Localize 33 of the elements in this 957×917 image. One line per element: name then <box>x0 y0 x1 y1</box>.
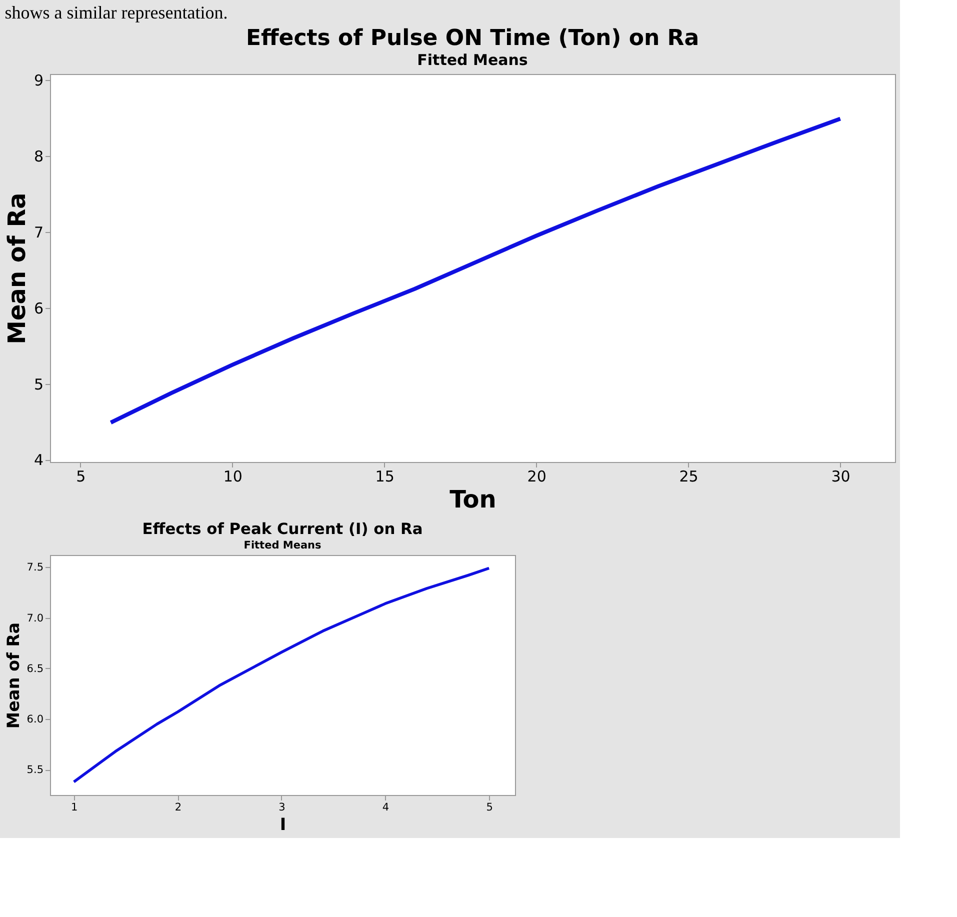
x-axis-title: I <box>280 814 286 834</box>
x-tick-label: 5 <box>76 468 86 486</box>
x-tick-label: 15 <box>375 468 394 486</box>
y-tick-label: 6.5 <box>26 662 44 675</box>
chart-subtitle: Fitted Means <box>417 51 528 70</box>
y-tick-label: 9 <box>34 72 44 90</box>
x-tick-label: 4 <box>382 802 390 814</box>
chart-subtitle: Fitted Means <box>244 540 322 552</box>
y-tick-label: 5.5 <box>26 764 44 776</box>
y-tick-label: 7.5 <box>26 562 44 574</box>
x-tick-label: 5 <box>486 802 493 814</box>
chart-title: Effects of Peak Current (I) on Ra <box>142 520 423 538</box>
chart-title: Effects of Pulse ON Time (Ton) on Ra <box>246 26 700 52</box>
y-tick-label: 6 <box>34 299 44 318</box>
x-tick-label: 2 <box>174 802 182 814</box>
y-tick-label: 5 <box>34 375 44 394</box>
y-tick-label: 4 <box>34 451 44 470</box>
x-axis-title: Ton <box>450 486 496 514</box>
y-tick-label: 6.0 <box>26 714 44 726</box>
x-tick-label: 1 <box>71 802 78 814</box>
x-tick-label: 3 <box>278 802 286 814</box>
y-axis-title: Mean of Ra <box>2 622 23 729</box>
y-tick-label: 7 <box>34 223 44 242</box>
text: shows a similar representation. <box>4 2 228 23</box>
line-series <box>108 116 842 425</box>
x-tick-label: 20 <box>527 468 546 486</box>
y-tick-label: 8 <box>34 148 44 166</box>
y-tick-label: 7.0 <box>26 612 44 624</box>
x-tick-label: 25 <box>679 468 698 486</box>
x-tick-label: 30 <box>831 468 850 486</box>
y-axis-title: Mean of Ra <box>2 192 31 344</box>
line-series <box>72 566 490 784</box>
x-tick-label: 10 <box>223 468 242 486</box>
